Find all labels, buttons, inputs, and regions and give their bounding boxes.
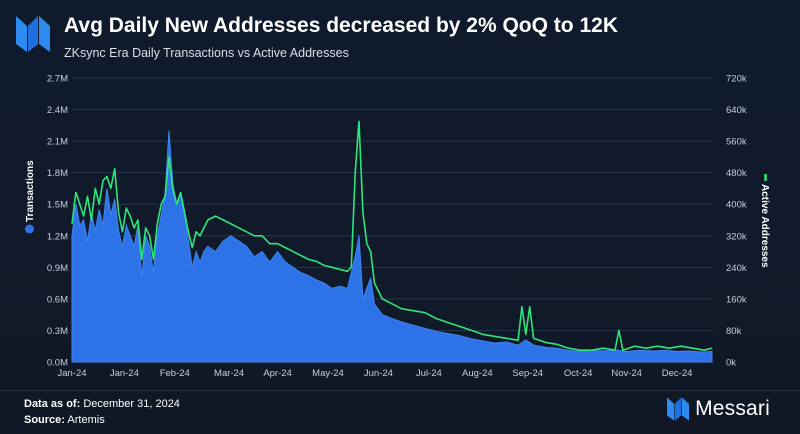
left-tick-label: 1.5M: [47, 200, 68, 211]
messari-logo-icon: [667, 397, 690, 421]
right-axis-label: Active Addresses: [759, 174, 770, 268]
x-tick-label: Oct-24: [564, 368, 593, 379]
right-tick-label: 560k: [726, 137, 747, 148]
left-axis-label: Transactions: [25, 160, 36, 234]
brand-name: Messari: [695, 397, 770, 420]
left-tick-label: 2.7M: [47, 74, 68, 85]
active-addresses-line: [71, 120, 713, 351]
left-tick-label: 0.3M: [47, 326, 68, 337]
x-tick-label: Feb-24: [160, 368, 190, 379]
x-tick-label: Jan-24: [57, 368, 86, 379]
source-label: Source:: [24, 414, 65, 426]
x-axis-ticks: Jan-24 Jan-24 Feb-24 Mar-24 Apr-24 May-24 Jun-…: [57, 368, 692, 379]
source-value: Artemis: [67, 414, 105, 426]
right-tick-label: 240k: [726, 263, 747, 274]
x-tick-label: Aug-24: [462, 368, 493, 379]
right-tick-label: 0k: [726, 358, 736, 369]
footer-divider: [0, 390, 800, 391]
right-tick-label: 720k: [726, 74, 747, 85]
left-axis-ticks: 0.0M 0.3M 0.6M 0.9M 1.2M 1.5M 1.8M 2.1M 2.4M 2.7M: [47, 74, 68, 369]
right-axis-title: Active Addresses: [759, 184, 770, 268]
x-tick-label: Jul-24: [416, 368, 442, 379]
right-tick-label: 480k: [726, 168, 747, 179]
left-tick-label: 1.2M: [47, 231, 68, 242]
chart-subtitle: ZKsync Era Daily Transactions vs Active …: [64, 46, 349, 60]
right-tick-label: 400k: [726, 200, 747, 211]
right-tick-label: 320k: [726, 231, 747, 242]
x-tick-label: Jan-24: [110, 368, 139, 379]
right-tick-label: 640k: [726, 105, 747, 116]
x-tick-label: Jun-24: [364, 368, 393, 379]
x-tick-label: Apr-24: [263, 368, 292, 379]
right-tick-label: 80k: [726, 326, 742, 337]
chart-title: Avg Daily New Addresses decreased by 2% …: [64, 14, 618, 37]
left-tick-label: 1.8M: [47, 168, 68, 179]
transactions-legend-dot: [25, 224, 34, 234]
x-tick-label: Dec-24: [662, 368, 693, 379]
footer-source: Source: Artemis: [24, 414, 105, 426]
left-axis-title: Transactions: [25, 160, 36, 222]
left-tick-label: 0.0M: [47, 358, 68, 369]
x-tick-label: Nov-24: [611, 368, 642, 379]
left-tick-label: 0.6M: [47, 294, 68, 305]
x-tick-label: Mar-24: [214, 368, 244, 379]
left-tick-label: 0.9M: [47, 263, 68, 274]
x-tick-label: Sep-24: [512, 368, 543, 379]
right-axis-ticks: 0k 80k 160k 240k 320k 400k 480k 560k 640k 720k: [726, 74, 747, 369]
transactions-area: [71, 130, 713, 363]
data-as-of-value: December 31, 2024: [83, 398, 180, 410]
footer-data-date: Data as of: December 31, 2024: [24, 398, 180, 410]
chart: 0.0M 0.3M 0.6M 0.9M 1.2M 1.5M 1.8M 2.1M 2.4M 2.7M…: [25, 73, 770, 379]
left-tick-label: 2.4M: [47, 105, 68, 116]
x-tick-label: May-24: [312, 368, 344, 379]
messari-logo-icon: [16, 16, 50, 52]
left-tick-label: 2.1M: [47, 137, 68, 148]
right-tick-label: 160k: [726, 294, 747, 305]
brand: Messari: [667, 396, 770, 422]
data-as-of-label: Data as of:: [24, 398, 81, 410]
